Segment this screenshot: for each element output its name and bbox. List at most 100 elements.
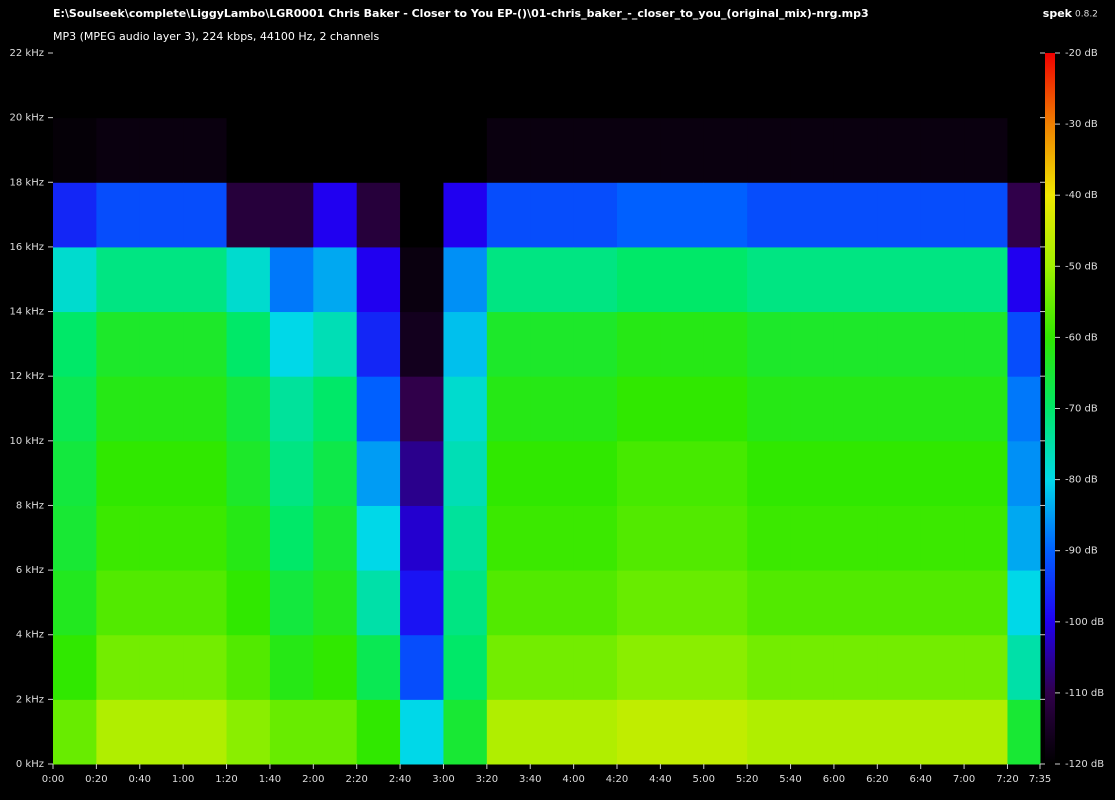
spectrum-cell [139, 311, 184, 377]
spectrum-cell [356, 570, 401, 636]
spectrum-cell [703, 311, 748, 377]
spectrum-cell [486, 117, 531, 183]
spectrum-cell [183, 505, 228, 571]
x-tick-label: 3:40 [519, 774, 541, 785]
spectrum-cell [1007, 376, 1041, 442]
spectrum-cell [660, 311, 705, 377]
spectrum-cell [747, 699, 792, 765]
spectrum-cell [833, 505, 878, 571]
spectrum-cell [530, 53, 575, 119]
spectrum-cell [790, 376, 835, 442]
spectrum-cell [920, 117, 965, 183]
spectrum-cell [964, 634, 1008, 700]
spectrum-cell [660, 699, 705, 765]
spectrum-cell [877, 505, 922, 571]
y-tick-label: 14 kHz [10, 307, 44, 318]
spectrum-cell [53, 440, 97, 506]
app-version: 0.8.2 [1075, 10, 1098, 20]
spectrum-cell [964, 440, 1008, 506]
spectrum-cell [530, 570, 575, 636]
spectrum-cell [226, 634, 271, 700]
spectrum-cell [139, 634, 184, 700]
spectrum-cell [833, 376, 878, 442]
spectrum-cell [313, 440, 358, 506]
spectrum-cell [356, 505, 401, 571]
colorbar-label: -20 dB [1065, 48, 1098, 59]
spectrum-cell [660, 117, 705, 183]
spectrum-cell [703, 53, 748, 119]
spectrum-cell [703, 246, 748, 313]
spectrum-cell [747, 182, 792, 248]
spectrum-cell [183, 376, 228, 442]
spectrum-cell [139, 440, 184, 506]
spectrum-cell [443, 311, 488, 377]
spectrum-cell [703, 440, 748, 506]
spectrum-cell [833, 570, 878, 636]
spectrum-cell [833, 182, 878, 248]
x-tick-label: 5:20 [736, 774, 758, 785]
spectrum-cell [747, 311, 792, 377]
spectrum-cell [920, 182, 965, 248]
x-tick-label: 3:20 [476, 774, 498, 785]
x-tick-label: 2:20 [345, 774, 367, 785]
spectrum-cell [573, 634, 618, 700]
spectrum-cell [920, 440, 965, 506]
spectrum-cell [53, 376, 97, 442]
spectrum-cell [617, 311, 661, 377]
spectrum-cell [573, 570, 618, 636]
spectrum-cell [573, 182, 618, 248]
spectrum-cell [356, 182, 401, 248]
spectrum-cell [269, 53, 314, 119]
spectrum-cell [139, 505, 184, 571]
colorbar-label: -80 dB [1065, 475, 1098, 486]
spectrum-cell [573, 505, 618, 571]
y-tick-label: 20 kHz [10, 113, 44, 124]
spectrum-cell [530, 440, 575, 506]
spectrum-cell [660, 182, 705, 248]
x-tick-label: 0:00 [42, 774, 64, 785]
spectrum-cell [1007, 440, 1041, 506]
spectrum-cell [96, 311, 141, 377]
spectrum-cell [573, 440, 618, 506]
x-tick-label: 6:40 [909, 774, 931, 785]
y-tick-label: 12 kHz [10, 371, 44, 382]
spectrum-cell [617, 117, 661, 183]
spectrum-cell [964, 311, 1008, 377]
spectrum-cell [53, 117, 97, 183]
spectrum-cell [617, 246, 661, 313]
x-tick-label: 4:20 [606, 774, 628, 785]
spectrum-cell [617, 699, 661, 765]
spectrum-cell [139, 246, 184, 313]
spectrum-cell [486, 376, 531, 442]
x-tick-label: 0:40 [129, 774, 151, 785]
spectrum-cell [877, 182, 922, 248]
spectrum-cell [269, 505, 314, 571]
colorbar-label: -40 dB [1065, 190, 1098, 201]
spectrum-cell [53, 505, 97, 571]
spectrum-cell [660, 570, 705, 636]
spectrum-cell [747, 634, 792, 700]
spectrum-cell [183, 440, 228, 506]
spectrum-cell [530, 376, 575, 442]
spectrum-cell [269, 376, 314, 442]
spectrum-cell [139, 53, 184, 119]
spectrum-cell [790, 246, 835, 313]
spectrum-cell [833, 117, 878, 183]
spectrum-cell [443, 117, 488, 183]
spectrum-cell [964, 570, 1008, 636]
spectrum-cell [573, 376, 618, 442]
spectrum-cell [313, 505, 358, 571]
spectrum-cell [530, 182, 575, 248]
spectrum-cell [486, 505, 531, 571]
spectrum-cell [96, 699, 141, 765]
y-tick-label: 4 kHz [16, 630, 44, 641]
spectrum-cell [530, 117, 575, 183]
spectrum-cell [790, 440, 835, 506]
spectrum-cell [313, 570, 358, 636]
spectrum-cell [1007, 570, 1041, 636]
spectrum-cell [400, 53, 444, 119]
spectrum-cell [486, 570, 531, 636]
spectrum-cell [269, 117, 314, 183]
spectrum-cell [703, 570, 748, 636]
spectrum-cell [964, 699, 1008, 765]
